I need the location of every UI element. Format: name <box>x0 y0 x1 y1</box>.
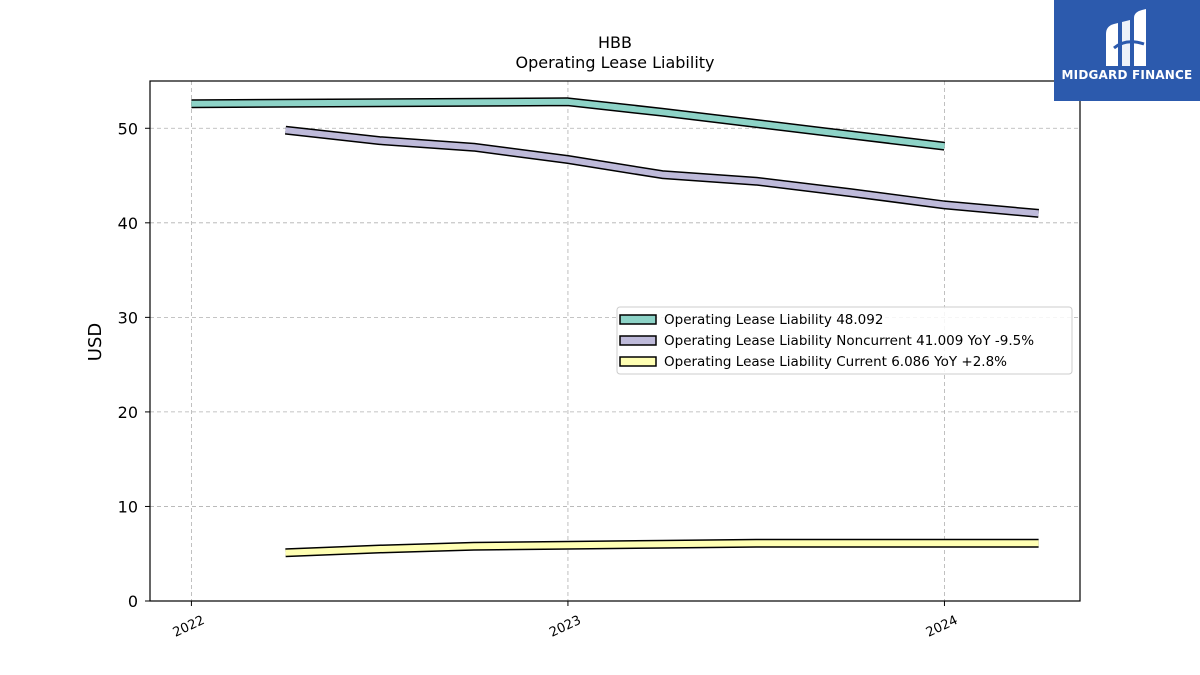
series-lines <box>191 97 1040 558</box>
series-line-2 <box>285 127 1039 217</box>
y-tick-label: 30 <box>118 308 138 327</box>
legend-label-2: Operating Lease Liability Noncurrent 41.… <box>664 333 1034 349</box>
y-tick-label: 10 <box>118 497 138 516</box>
x-tick-label: 2023 <box>547 613 583 641</box>
series-line-1 <box>191 98 945 150</box>
legend-label-1: Operating Lease Liability 48.092 <box>664 312 883 328</box>
y-tick-label: 40 <box>118 214 138 233</box>
brand-name: MIDGARD FINANCE <box>1061 68 1193 82</box>
grid-lines <box>150 81 1080 602</box>
chart-subtitle: Operating Lease Liability <box>515 53 714 72</box>
series-line-3 <box>285 540 1039 556</box>
legend-label-3: Operating Lease Liability Current 6.086 … <box>664 354 1007 370</box>
x-tick-label: 2024 <box>924 613 960 641</box>
chart-title: HBB <box>598 33 632 52</box>
legend: Operating Lease Liability 48.092 Operatin… <box>616 306 1073 375</box>
y-tick-label: 20 <box>118 403 138 422</box>
legend-swatch-3 <box>619 356 657 367</box>
y-tick-label: 0 <box>128 592 138 611</box>
legend-swatch-1 <box>619 314 657 325</box>
legend-box <box>616 306 1073 375</box>
x-tick-label: 2022 <box>171 613 207 641</box>
y-tick-label: 50 <box>118 119 138 138</box>
axis-ticks: 0 10 20 30 40 50 2022 2023 2024 <box>118 119 961 640</box>
brand-logo: MIDGARD FINANCE <box>1054 0 1200 101</box>
brand-logo-icon <box>1106 9 1146 66</box>
plot-frame <box>149 80 1081 602</box>
legend-swatch-2 <box>619 335 657 346</box>
y-axis-label: USD <box>85 323 106 361</box>
